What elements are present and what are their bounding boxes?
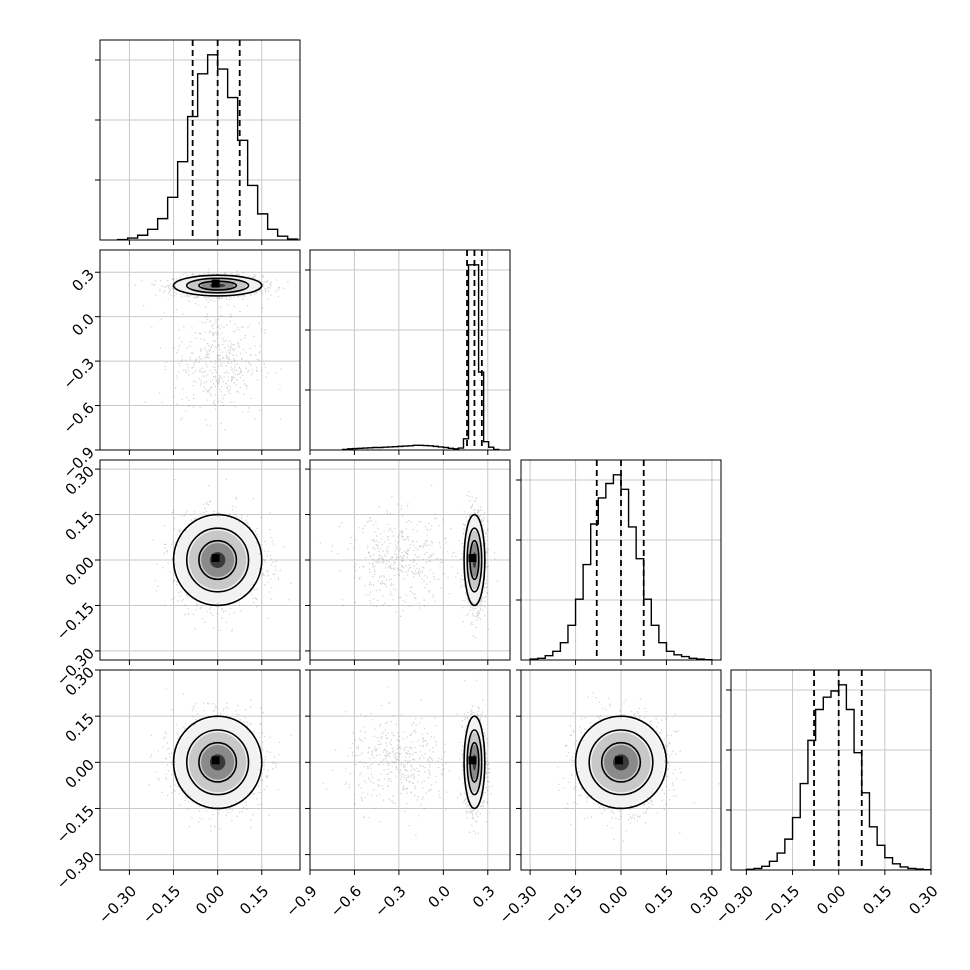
x-tick-label: 0.15 bbox=[236, 882, 272, 918]
x-tick-label: −0.15 bbox=[139, 882, 184, 927]
contour-line bbox=[469, 539, 480, 581]
panel-frame bbox=[730, 669, 932, 871]
y-tick-label: 0.0 bbox=[68, 310, 98, 340]
panel-frame bbox=[99, 249, 301, 451]
y-tick-label: −0.6 bbox=[60, 399, 98, 437]
y-tick-label: −0.15 bbox=[53, 599, 98, 644]
y-tick-label: 0.15 bbox=[62, 508, 98, 544]
contour-line bbox=[198, 280, 238, 291]
scatter-points bbox=[319, 484, 498, 639]
scatter-panel-3-2: −0.30 −0.15 0.00 0.15 0.30 bbox=[496, 669, 723, 927]
scatter-panel-2-1 bbox=[305, 459, 511, 665]
x-tick-label: −0.30 bbox=[496, 882, 541, 927]
histogram-step bbox=[116, 54, 299, 240]
scatter-points bbox=[148, 688, 292, 832]
scatter-points bbox=[134, 268, 289, 431]
x-tick-label: 0.15 bbox=[641, 882, 677, 918]
panel-frame bbox=[309, 249, 511, 451]
scatter-panel-1-0: 0.30.0−0.3−0.6−0.9 bbox=[60, 249, 301, 482]
y-tick-label: −0.30 bbox=[53, 848, 98, 893]
hist-panel-1 bbox=[305, 249, 511, 455]
y-tick-label: 0.00 bbox=[62, 553, 98, 589]
scatter-points bbox=[557, 692, 720, 842]
y-tick-label: 0.15 bbox=[62, 709, 98, 745]
scatter-panel-3-1: −0.9 −0.6 −0.3 0.0 0.3 bbox=[282, 669, 511, 921]
density-peak bbox=[468, 554, 477, 562]
x-tick-label: 0.3 bbox=[469, 882, 499, 912]
contour-line bbox=[172, 715, 263, 810]
contour-line bbox=[172, 513, 263, 607]
contour-line bbox=[185, 527, 250, 593]
x-tick-label: 0.00 bbox=[192, 882, 228, 918]
contour-line bbox=[466, 729, 483, 796]
contour-line bbox=[198, 539, 238, 581]
x-tick-label: −0.30 bbox=[712, 882, 757, 927]
contour-line bbox=[600, 741, 642, 783]
y-tick-label: 0.3 bbox=[68, 266, 98, 296]
x-tick-label: −0.15 bbox=[758, 882, 803, 927]
contour-line bbox=[185, 729, 250, 796]
contour-line bbox=[198, 741, 238, 783]
x-tick-label: −0.15 bbox=[541, 882, 586, 927]
contour-line bbox=[466, 527, 483, 593]
hist-panel-3: −0.30 −0.15 0.00 0.15 0.30 bbox=[712, 669, 942, 927]
hist-panel-2 bbox=[516, 459, 722, 665]
contour-line bbox=[172, 274, 263, 297]
y-tick-label: 0.00 bbox=[62, 756, 98, 792]
density-peak bbox=[211, 756, 220, 765]
panel-frame bbox=[99, 669, 301, 871]
x-tick-label: 0.0 bbox=[424, 882, 454, 912]
histogram-step bbox=[745, 684, 931, 870]
scatter-panel-3-0: −0.30−0.15 0.00 0.150.300.150.00−0.15−0.30 bbox=[53, 663, 301, 927]
x-tick-label: −0.3 bbox=[371, 882, 409, 920]
panel-frame bbox=[309, 669, 511, 871]
density-peak bbox=[468, 756, 477, 765]
density-peak bbox=[211, 279, 220, 288]
contour-line bbox=[574, 715, 668, 810]
density-peak bbox=[211, 554, 220, 562]
x-tick-label: −0.30 bbox=[95, 882, 140, 927]
x-tick-label: 0.00 bbox=[813, 882, 849, 918]
x-tick-label: 0.15 bbox=[859, 882, 895, 918]
x-tick-label: 0.00 bbox=[595, 882, 631, 918]
x-tick-label: 0.30 bbox=[905, 882, 941, 918]
contour-line bbox=[463, 715, 486, 810]
y-tick-label: −0.15 bbox=[53, 802, 98, 847]
contour-line bbox=[185, 277, 250, 294]
density-peak bbox=[615, 756, 623, 765]
contour-line bbox=[588, 729, 654, 796]
y-tick-label: −0.3 bbox=[60, 354, 98, 392]
scatter-panel-2-0: 0.300.150.00−0.15−0.30 bbox=[53, 459, 301, 689]
hist-panel-0 bbox=[95, 39, 301, 245]
x-tick-label: −0.9 bbox=[282, 882, 320, 920]
x-tick-label: −0.6 bbox=[327, 882, 365, 920]
scatter-points bbox=[152, 478, 292, 633]
contour-line bbox=[469, 741, 480, 783]
scatter-points bbox=[322, 679, 493, 836]
panel-frame bbox=[99, 39, 301, 241]
contour-line bbox=[463, 513, 486, 607]
